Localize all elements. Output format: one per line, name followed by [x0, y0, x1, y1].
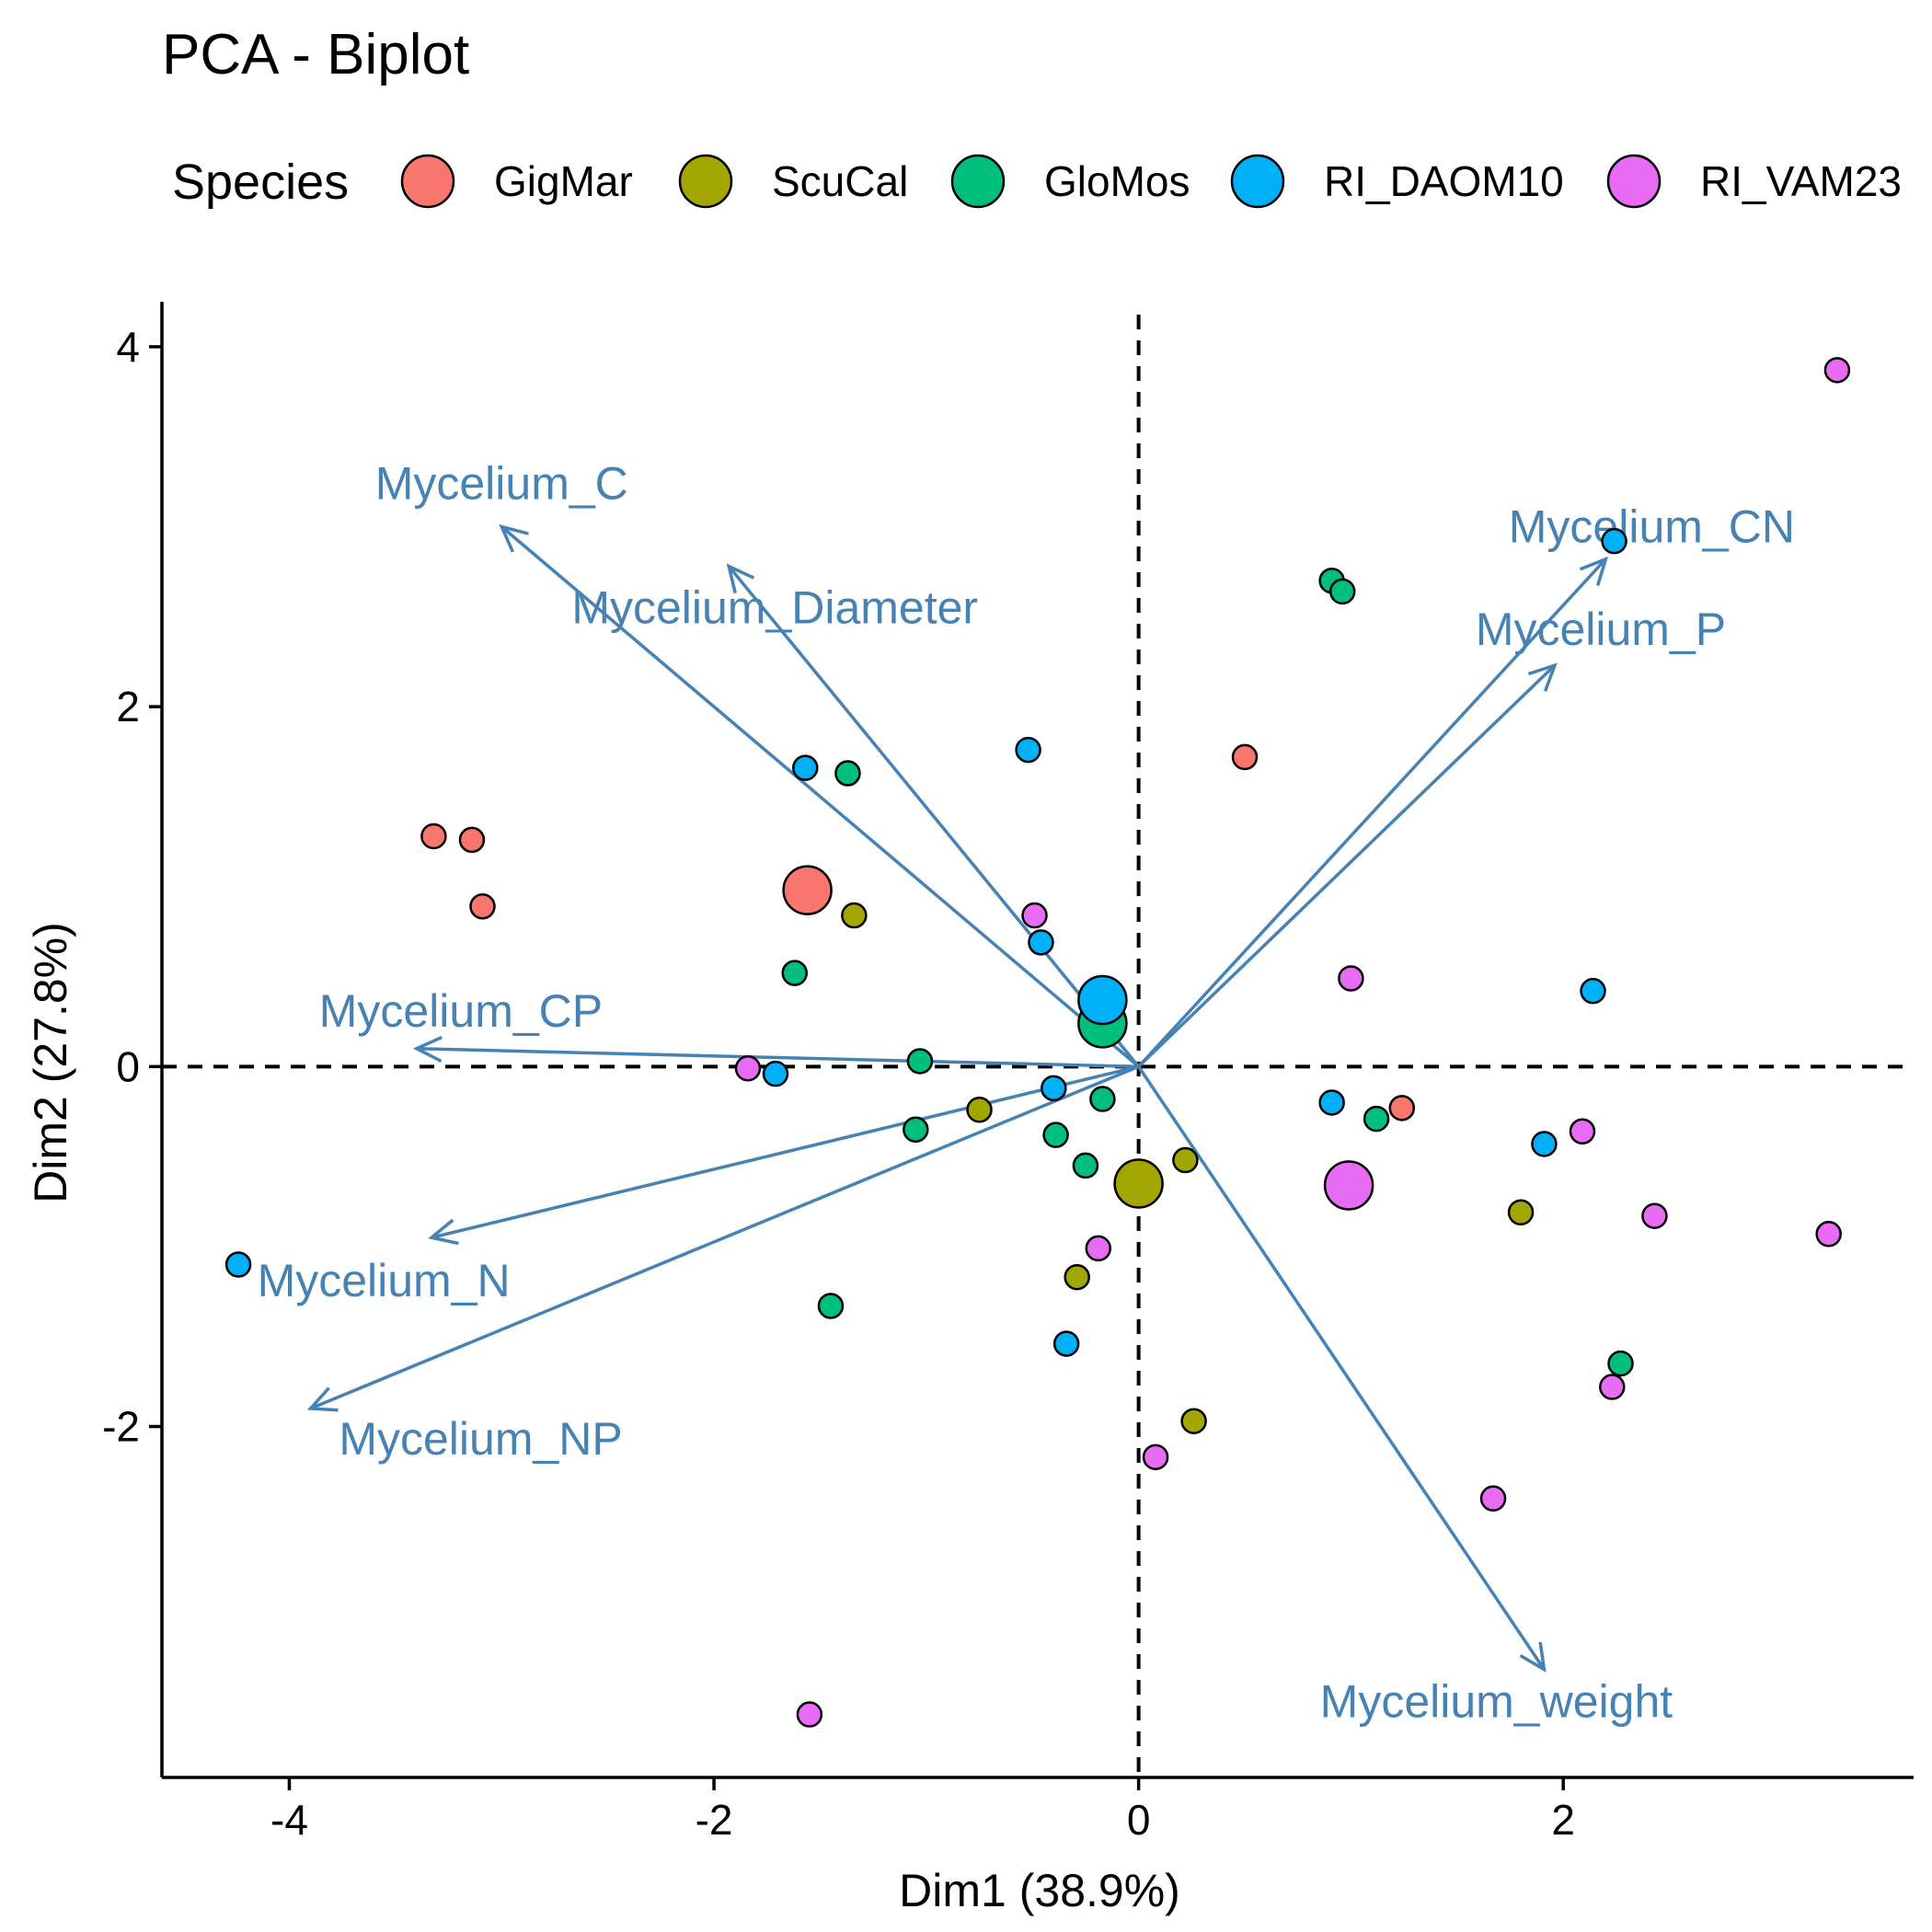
variable-label-Mycelium_C: Mycelium_C	[375, 458, 628, 510]
arrowhead-Mycelium_NP	[306, 1386, 339, 1412]
point-RI_VAM23	[1823, 357, 1851, 384]
centroid-RI_DAOM10	[1077, 974, 1128, 1026]
legend-key-RI_VAM23	[1606, 154, 1662, 209]
centroid-RI_VAM23	[1323, 1160, 1374, 1211]
variable-label-Mycelium_NP: Mycelium_NP	[339, 1413, 622, 1465]
point-GloMos	[1607, 1350, 1634, 1377]
point-RI_VAM23	[1641, 1202, 1668, 1229]
point-ScuCal	[841, 902, 868, 929]
legend-key-GloMos	[950, 154, 1006, 209]
point-ScuCal	[1064, 1263, 1090, 1291]
point-RI_VAM23	[796, 1701, 823, 1728]
x-tick-label: -2	[696, 1796, 733, 1844]
legend-key-GigMar	[400, 154, 455, 209]
arrowhead-Mycelium_P	[1527, 662, 1558, 692]
point-GloMos	[1089, 1086, 1116, 1112]
variable-label-Mycelium_CP: Mycelium_CP	[319, 985, 603, 1037]
point-RI_VAM23	[734, 1055, 762, 1082]
y-axis-title: Dim2 (27.8%)	[25, 922, 76, 1203]
arrow-Mycelium_NP	[309, 1064, 1140, 1410]
point-GloMos	[817, 1293, 845, 1319]
point-GloMos	[1363, 1105, 1390, 1133]
variable-label-Mycelium_P: Mycelium_P	[1476, 604, 1726, 655]
point-GigMar	[1231, 743, 1259, 771]
point-RI_DAOM10	[1531, 1131, 1558, 1157]
arrow-Mycelium_P	[1137, 663, 1557, 1068]
arrow-Mycelium_CN	[1137, 558, 1607, 1068]
variable-label-Mycelium_weight: Mycelium_weight	[1320, 1676, 1673, 1728]
point-RI_DAOM10	[1015, 736, 1041, 764]
point-ScuCal	[1172, 1146, 1199, 1174]
point-GloMos	[1042, 1121, 1069, 1148]
point-RI_VAM23	[1021, 902, 1048, 929]
variable-label-Mycelium_CN: Mycelium_CN	[1509, 501, 1795, 553]
point-GloMos	[1072, 1152, 1099, 1179]
arrow-Mycelium_CP	[416, 1047, 1139, 1069]
point-GloMos	[906, 1048, 934, 1075]
arrow-Mycelium_C	[500, 525, 1140, 1068]
point-RI_VAM23	[1599, 1374, 1626, 1400]
arrow-Mycelium_weight	[1137, 1065, 1546, 1671]
point-RI_DAOM10	[1028, 929, 1054, 956]
point-RI_DAOM10	[224, 1251, 252, 1278]
legend-key-ScuCal	[678, 154, 733, 209]
y-tick-label: -2	[102, 1403, 140, 1451]
legend-label-ScuCal: ScuCal	[772, 157, 908, 205]
legend: Species GigMar ScuCal GloMos RI_DAOM10 RI_VA…	[172, 154, 1902, 210]
legend-label-GigMar: GigMar	[494, 157, 633, 205]
x-tick-label: 0	[1127, 1796, 1151, 1844]
y-tick-label: 0	[116, 1042, 140, 1090]
point-RI_VAM23	[1142, 1443, 1169, 1471]
arrowhead-Mycelium_CN	[1579, 556, 1609, 586]
point-GigMar	[458, 826, 486, 854]
point-RI_DAOM10	[1318, 1089, 1345, 1116]
point-RI_DAOM10	[1052, 1330, 1080, 1357]
point-GloMos	[781, 960, 808, 986]
arrowhead-Mycelium_C	[499, 523, 529, 553]
y-tick-label: 4	[116, 323, 140, 371]
point-GigMar	[1388, 1095, 1416, 1121]
arrowhead-Mycelium_weight	[1519, 1641, 1547, 1673]
point-RI_VAM23	[1479, 1485, 1507, 1512]
point-RI_DAOM10	[1601, 527, 1627, 555]
point-GigMar	[420, 822, 447, 850]
point-RI_VAM23	[1085, 1235, 1112, 1262]
point-ScuCal	[1507, 1199, 1535, 1226]
point-RI_VAM23	[1338, 965, 1364, 992]
legend-key-RI_DAOM10	[1230, 154, 1285, 209]
point-GloMos	[834, 760, 861, 787]
point-RI_VAM23	[1569, 1118, 1596, 1145]
arrow-Mycelium_N	[431, 1064, 1140, 1239]
point-ScuCal	[966, 1097, 993, 1123]
centroid-GigMar	[782, 865, 833, 915]
y-tick-label: 2	[116, 683, 140, 730]
variable-label-Mycelium_N: Mycelium_N	[258, 1255, 511, 1306]
arrow-Mycelium_Diameter	[727, 565, 1140, 1068]
point-GloMos	[1328, 578, 1356, 605]
arrowhead-Mycelium_Diameter	[726, 563, 755, 594]
legend-label-RI_DAOM10: RI_DAOM10	[1324, 157, 1564, 205]
x-tick-label: -4	[270, 1796, 308, 1844]
point-RI_DAOM10	[1580, 977, 1606, 1005]
legend-label-GloMos: GloMos	[1044, 157, 1190, 205]
point-RI_DAOM10	[792, 754, 819, 781]
point-GloMos	[903, 1116, 929, 1144]
point-RI_VAM23	[1815, 1221, 1842, 1248]
x-axis-title: Dim1 (38.9%)	[899, 1865, 1180, 1916]
arrowhead-Mycelium_CP	[412, 1035, 443, 1064]
point-ScuCal	[1180, 1408, 1207, 1434]
point-RI_DAOM10	[1041, 1075, 1067, 1102]
legend-title: Species	[172, 155, 349, 210]
legend-label-RI_VAM23: RI_VAM23	[1700, 157, 1902, 205]
point-RI_DAOM10	[762, 1060, 789, 1087]
centroid-ScuCal	[1113, 1158, 1164, 1209]
point-GigMar	[469, 892, 496, 920]
chart-title: PCA - Biplot	[162, 23, 469, 86]
arrowhead-Mycelium_N	[428, 1218, 459, 1246]
variable-label-Mycelium_Diameter: Mycelium_Diameter	[571, 582, 978, 634]
plot-area: Mycelium_C Mycelium_Diameter Mycelium_CN My…	[102, 302, 1914, 1844]
x-tick-label: 2	[1551, 1796, 1575, 1844]
